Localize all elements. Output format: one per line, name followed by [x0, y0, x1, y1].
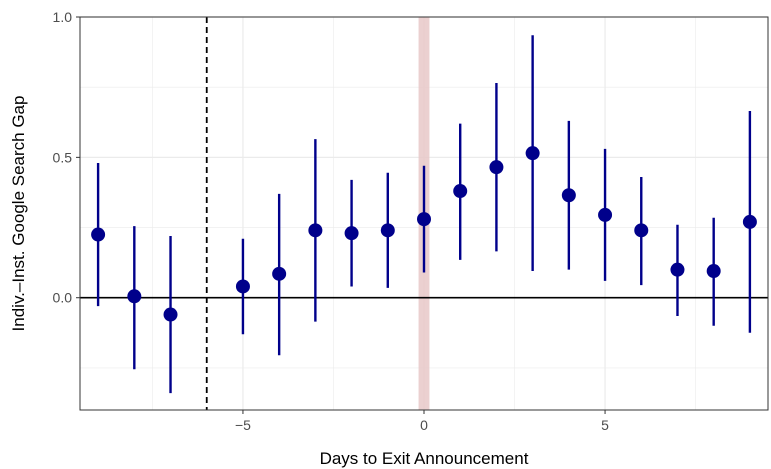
- point-estimate: [634, 223, 649, 238]
- point-estimate: [598, 207, 613, 222]
- y-tick-label: 1.0: [53, 9, 73, 25]
- point-estimate: [525, 146, 540, 161]
- point-estimate: [344, 226, 359, 241]
- x-axis-title: Days to Exit Announcement: [320, 449, 529, 468]
- point-estimate: [163, 307, 178, 322]
- x-tick-label: 5: [601, 417, 609, 433]
- axis-layer: −5 0 5 0.0 0.5 1.0: [53, 9, 610, 433]
- y-tick-label: 0.0: [53, 290, 73, 306]
- point-estimate: [91, 227, 106, 242]
- point-estimate: [127, 289, 142, 304]
- y-axis-title: Indiv.–Inst. Google Search Gap: [9, 96, 28, 332]
- point-estimate: [380, 223, 395, 238]
- x-tick-label: 0: [420, 417, 428, 433]
- point-estimate: [272, 266, 287, 281]
- x-tick-label: −5: [235, 417, 251, 433]
- point-estimate: [453, 184, 468, 199]
- marks-layer: [91, 35, 757, 394]
- point-estimate: [706, 264, 721, 279]
- point-estimate: [489, 160, 504, 175]
- point-estimate: [561, 188, 576, 203]
- point-estimate: [742, 214, 757, 229]
- point-estimate: [417, 212, 431, 227]
- y-tick-label: 0.5: [53, 149, 73, 165]
- point-estimate: [235, 279, 250, 294]
- point-estimate: [308, 223, 323, 238]
- point-estimate: [670, 262, 685, 277]
